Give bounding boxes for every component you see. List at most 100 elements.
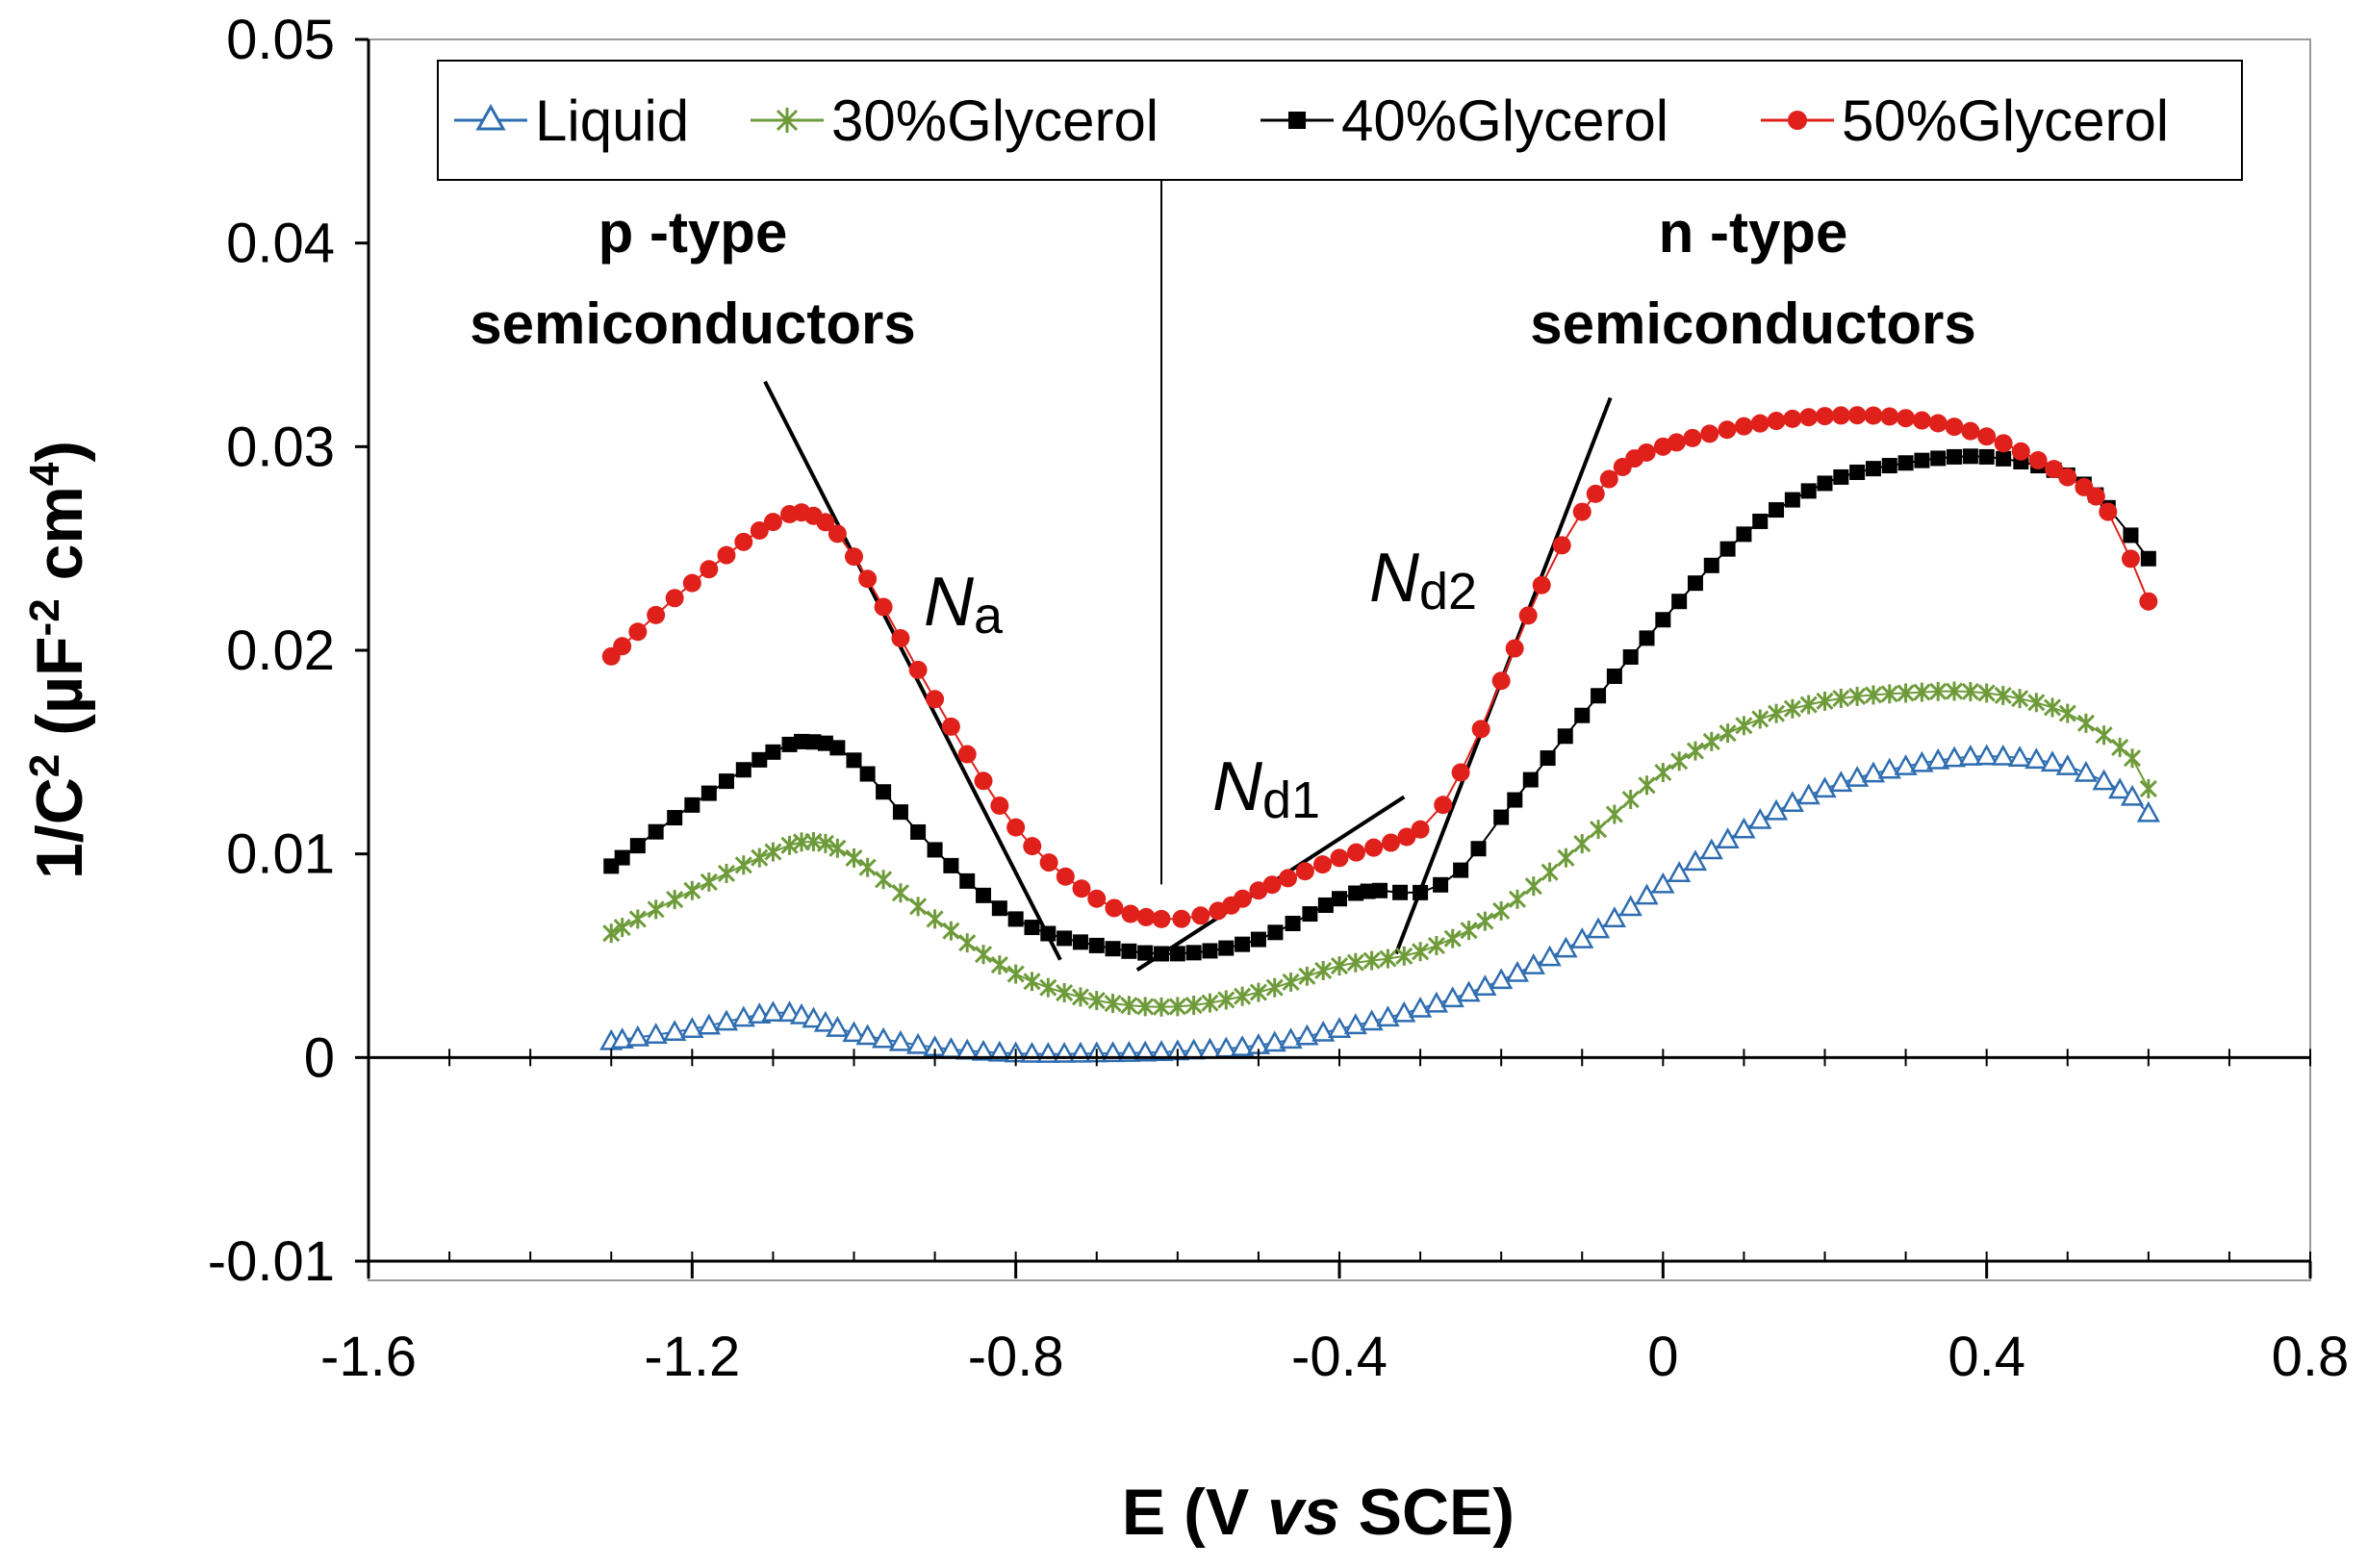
data-point — [1136, 997, 1155, 1017]
data-point — [1376, 1005, 1400, 1027]
data-point — [1767, 703, 1786, 723]
data-point — [1945, 417, 1964, 437]
nd2-label-sub: d2 — [1419, 563, 1477, 620]
nd1-label-main: N — [1212, 748, 1263, 825]
data-point — [1006, 964, 1025, 984]
data-point — [1282, 972, 1300, 992]
data-point — [750, 520, 769, 540]
data-point — [1230, 1035, 1255, 1056]
data-point — [763, 513, 782, 532]
x-axis-label-post: SCE) — [1340, 1476, 1515, 1549]
data-point — [1279, 1027, 1303, 1050]
data-point — [2027, 693, 2046, 713]
data-point — [816, 833, 834, 853]
data-point — [1783, 698, 1801, 719]
data-point — [1072, 879, 1091, 898]
nd1-label-sub: d1 — [1262, 771, 1320, 829]
data-point — [959, 873, 976, 889]
legend-label-50: 50%Glycerol — [1842, 89, 2169, 153]
data-point — [1703, 557, 1719, 573]
data-point — [628, 909, 647, 929]
y-tick-label: 0.03 — [226, 416, 335, 478]
data-point — [2074, 760, 2099, 782]
data-point — [1996, 450, 2012, 467]
data-point — [1295, 1024, 1319, 1046]
data-point — [1880, 684, 1898, 704]
data-point — [1493, 809, 1510, 825]
data-point — [1311, 1020, 1336, 1042]
y-axis-label-sup2: -2 — [21, 598, 68, 636]
data-point — [2139, 778, 2157, 798]
legend-marker-liquid — [475, 103, 506, 131]
data-point — [717, 545, 736, 565]
data-point — [1262, 1030, 1286, 1052]
data-point — [891, 629, 910, 648]
data-point — [1897, 455, 1914, 471]
data-point — [1040, 925, 1057, 942]
data-point — [842, 1021, 866, 1043]
data-point — [1343, 1013, 1367, 1035]
data-point — [765, 744, 781, 760]
data-point — [1847, 406, 1867, 425]
data-point — [1056, 983, 1074, 1003]
data-point — [1764, 798, 1789, 821]
data-point — [1470, 841, 1487, 857]
legend-box — [437, 60, 2243, 181]
nd2-label: Nd2 — [1369, 540, 1477, 620]
data-point — [648, 823, 664, 840]
data-point — [1476, 911, 1494, 931]
data-point — [971, 1039, 996, 1061]
data-point — [1137, 945, 1154, 961]
data-point — [1279, 869, 1298, 888]
data-point — [1397, 827, 1416, 847]
data-point — [731, 1005, 755, 1027]
y-tick-label: 0.05 — [226, 9, 335, 71]
data-point — [1412, 942, 1430, 962]
data-point — [1136, 907, 1156, 926]
data-point — [855, 1024, 879, 1046]
y-tick-label: 0.01 — [226, 823, 335, 886]
y-axis-label-sup3: 4 — [21, 462, 68, 486]
data-point — [1719, 723, 1737, 744]
data-point — [683, 880, 701, 900]
data-point — [1168, 997, 1186, 1017]
data-point — [1978, 448, 1995, 465]
data-point — [1574, 707, 1591, 723]
data-point — [1330, 956, 1349, 976]
legend-label-30: 30%Glycerol — [831, 89, 1159, 153]
data-point — [2043, 697, 2062, 718]
data-point — [1864, 406, 1883, 425]
data-point — [1185, 945, 1202, 961]
data-point — [1072, 934, 1088, 950]
data-point — [1994, 434, 2013, 453]
legend-entry-liquid: Liquid — [454, 89, 689, 153]
data-point — [1023, 972, 1041, 992]
data-point — [1184, 996, 1203, 1016]
data-point — [663, 1020, 687, 1041]
data-point — [1848, 686, 1867, 706]
data-point — [1618, 895, 1642, 917]
data-point — [1621, 790, 1640, 810]
data-point — [1945, 681, 1964, 701]
data-point — [1864, 685, 1883, 705]
series-30pctglycerol — [602, 681, 2157, 1017]
data-point — [1930, 450, 1947, 467]
data-point — [1121, 943, 1137, 959]
nd2-label-main: N — [1369, 540, 1420, 617]
data-point — [1552, 536, 1571, 555]
data-point — [974, 945, 993, 965]
legend-entry-30: 30%Glycerol — [751, 89, 1159, 153]
data-point — [1780, 791, 1804, 813]
data-point — [1314, 960, 1333, 980]
data-point — [1298, 966, 1316, 986]
data-point — [613, 918, 631, 938]
data-point — [1894, 754, 1918, 775]
data-point — [644, 1023, 668, 1044]
data-point — [613, 637, 632, 656]
x-tick-label: -0.8 — [968, 1326, 1064, 1388]
data-point — [794, 733, 810, 749]
data-point — [1752, 513, 1769, 529]
data-point — [1910, 750, 1934, 772]
data-point — [629, 838, 646, 854]
data-point — [1538, 945, 1562, 967]
